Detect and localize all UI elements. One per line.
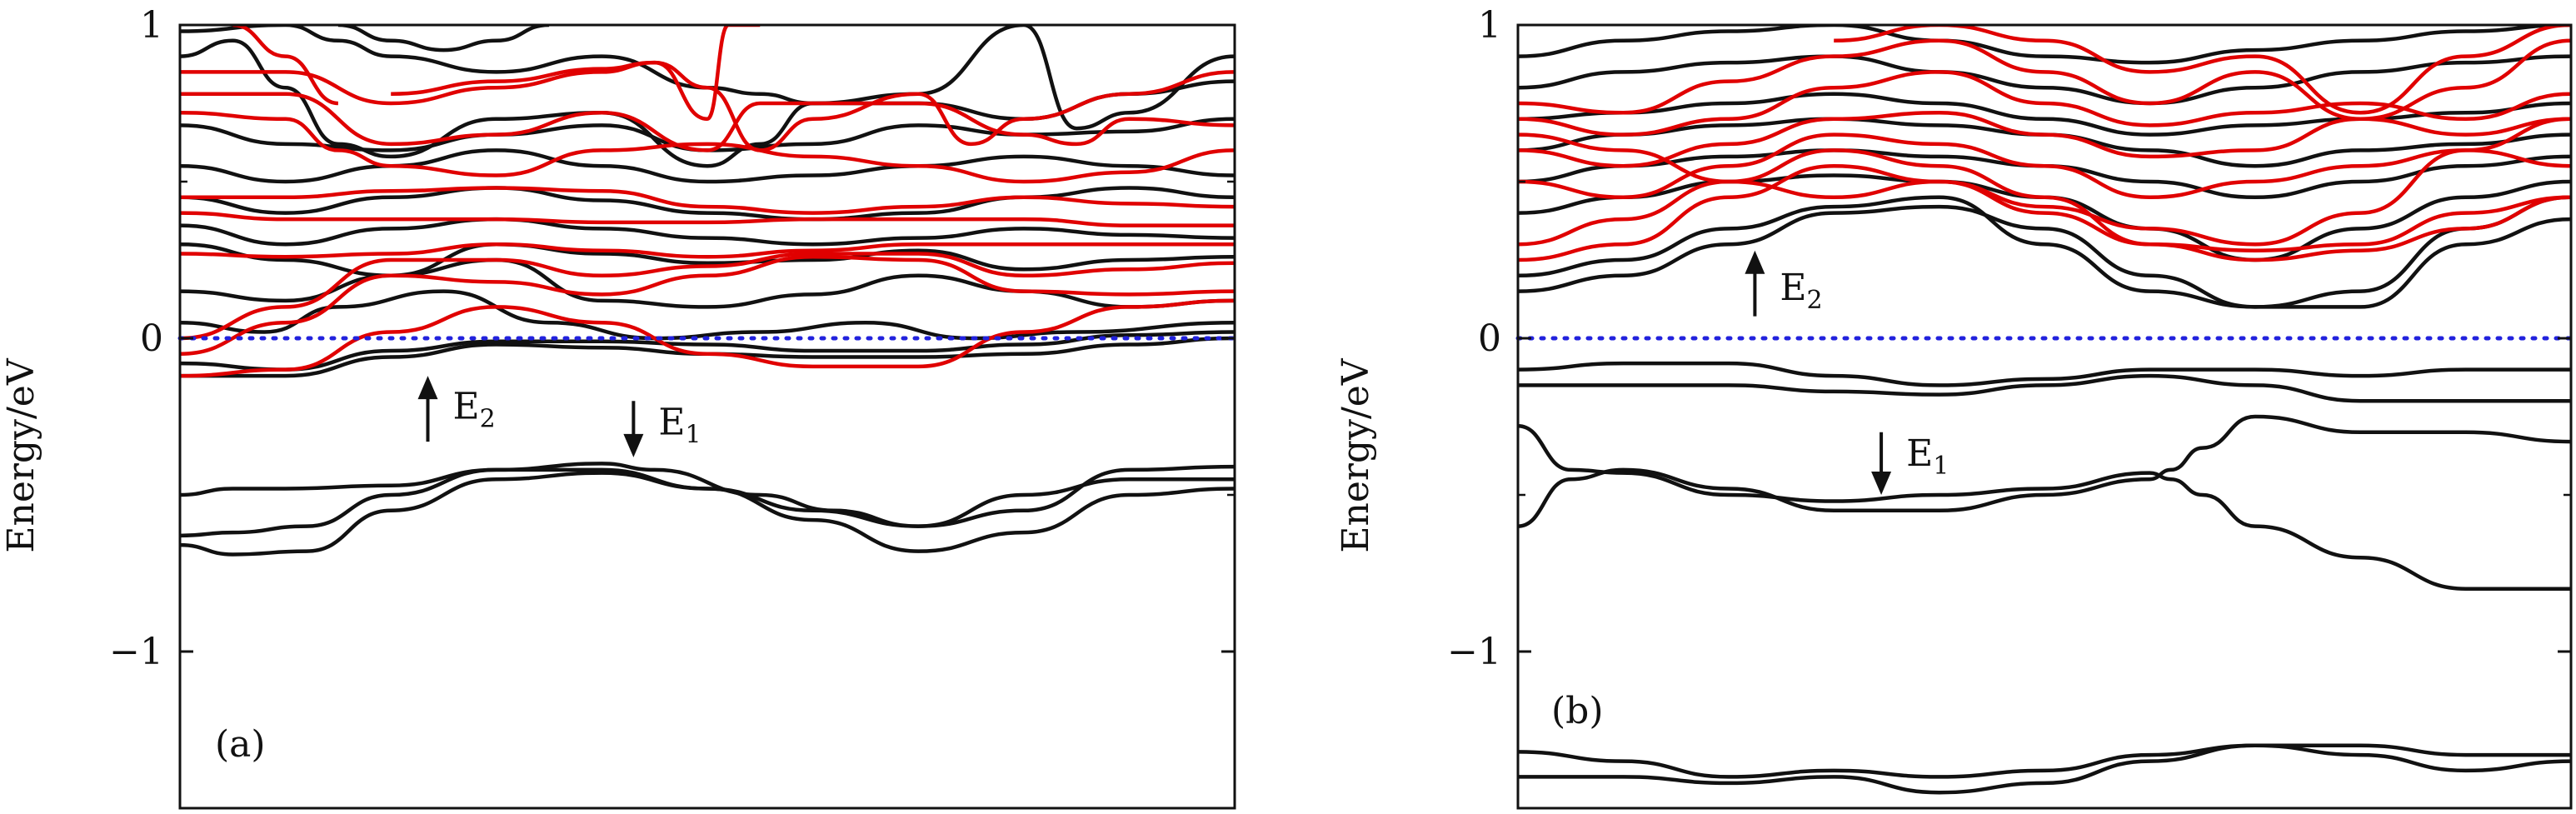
spin-down-band-11 — [1518, 92, 2571, 137]
spin-up-band-19 — [180, 211, 1235, 227]
spin-down-band-1 — [180, 467, 1235, 538]
spin-up-band-16 — [180, 254, 1235, 357]
energy-gap-label: E1 — [658, 402, 701, 450]
energy-gap-label-main: E — [453, 386, 480, 428]
spin-up-band-18 — [180, 242, 1235, 259]
spin-up-band-14 — [1518, 163, 2571, 262]
spin-down-band-13 — [180, 25, 1235, 131]
spin-down-band-8 — [180, 217, 1235, 247]
spin-up-band-17 — [180, 252, 1235, 341]
energy-gap-label-main: E — [658, 402, 685, 444]
band-lines — [1518, 25, 2571, 795]
energy-gap-label-sub: 1 — [686, 421, 701, 450]
energy-gap-label-main: E — [1780, 267, 1806, 309]
plot-frame — [1516, 23, 2573, 810]
arrow-down-icon — [623, 433, 644, 457]
y-axis-label: Energy/eV — [0, 357, 42, 552]
y-tick-label: 1 — [140, 4, 163, 47]
spin-down-band-7 — [180, 242, 1235, 278]
band-lines — [180, 25, 1235, 557]
y-tick-label: 0 — [1478, 317, 1501, 360]
spin-down-band-2 — [1518, 414, 2571, 528]
spin-up-band-15 — [180, 298, 1235, 378]
spin-up-band-18 — [1518, 70, 2571, 137]
spin-down-band-4 — [1518, 373, 2571, 403]
spin-down-band-12 — [1518, 54, 2571, 106]
spin-down-band-8 — [1518, 173, 2571, 262]
spin-up-band-20 — [180, 186, 1235, 215]
spin-down-band-10 — [180, 148, 1235, 184]
energy-gap-label: E2 — [1780, 267, 1822, 315]
spin-down-band-4 — [180, 330, 1235, 372]
y-axis-label: Energy/eV — [1335, 357, 1377, 552]
spin-up-band-20 — [1518, 117, 2571, 247]
spin-up-band-21 — [1834, 25, 2571, 115]
spin-down-band-7 — [1518, 195, 2571, 309]
spin-down-band-0 — [1518, 743, 2571, 795]
spin-up-band-21 — [180, 111, 1235, 184]
energy-gap-label-sub: 1 — [1933, 452, 1949, 481]
energy-gap-label-main: E — [1906, 432, 1933, 475]
energy-gap-label-sub: 2 — [480, 405, 496, 434]
y-tick-label: 0 — [140, 317, 163, 360]
arrow-up-icon — [1745, 250, 1765, 274]
plot-frame — [178, 23, 1236, 810]
spin-up-band-15 — [1518, 148, 2571, 262]
spin-down-band-6 — [1518, 204, 2571, 309]
energy-gap-label-sub: 2 — [1807, 286, 1823, 315]
spin-up-band-25 — [232, 25, 339, 106]
spin-down-band-3 — [1518, 424, 2571, 592]
arrow-down-icon — [1871, 472, 1892, 495]
spin-up-band-19 — [1518, 38, 2571, 122]
spin-up-band-17 — [1518, 111, 2571, 168]
arrow-up-icon — [417, 376, 438, 400]
energy-gap-label: E1 — [1906, 432, 1949, 481]
spin-up-band-24 — [391, 25, 761, 122]
panel-label: (b) — [1551, 690, 1604, 732]
spin-down-band-5 — [1518, 361, 2571, 387]
spin-down-band-13 — [1518, 25, 2571, 65]
energy-gap-label: E2 — [453, 386, 496, 434]
y-tick-label: −1 — [1447, 631, 1501, 673]
spin-down-band-9 — [180, 186, 1235, 222]
y-tick-label: −1 — [109, 631, 163, 673]
spin-down-band-2 — [180, 462, 1235, 528]
spin-up-band-23 — [180, 60, 1235, 152]
spin-down-band-14 — [337, 25, 550, 52]
y-tick-label: 1 — [1478, 4, 1501, 47]
spin-down-band-1 — [1518, 743, 2571, 779]
panel-label: (a) — [215, 723, 266, 766]
spin-down-band-6 — [180, 257, 1235, 309]
